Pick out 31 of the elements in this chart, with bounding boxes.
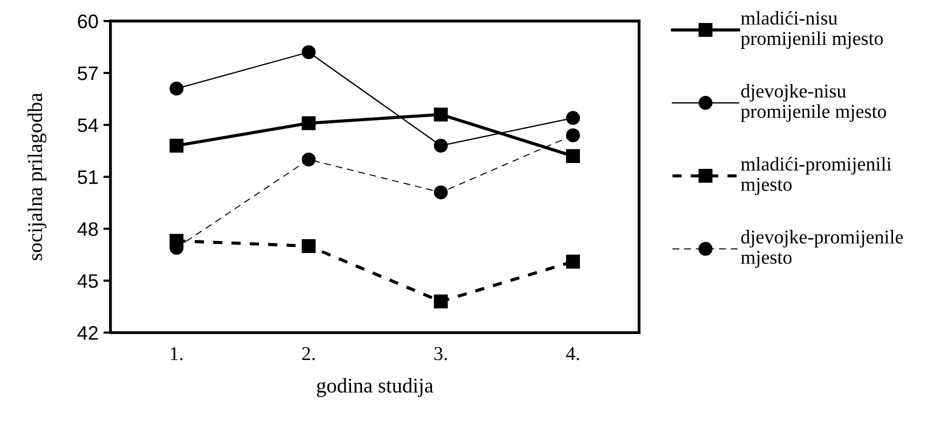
point [566,111,580,125]
y-tick-label: 42 [77,326,98,340]
y-axis-title: socijalna prilagodba [28,92,46,260]
legend-label: djevojke-nisu promijenile mjesto [740,84,886,122]
y-tick-label: 45 [77,274,98,288]
point [302,116,316,130]
point [434,185,448,200]
y-tick-label: 51 [78,170,98,184]
x-tick-label: 1. [170,347,183,360]
point [170,82,184,96]
x-tick-label: 3. [434,347,447,360]
point [302,239,316,253]
point [434,138,448,153]
x-axis-title: godina studija [316,378,434,397]
point [170,138,184,153]
point [302,152,316,166]
legend-label: mladići-promijenili mjesto [740,156,892,195]
point [434,294,448,308]
point [434,108,448,122]
legend-label: mladići-nisu promijenili mjesto [740,10,883,49]
y-tick-label: 54 [78,118,98,132]
x-tick-label: 4. [566,347,580,360]
point [566,128,580,142]
point [566,149,580,163]
y-tick-label: 57 [78,66,98,80]
x-tick-label: 2. [302,347,315,360]
legend-label: djevojke-promijenile mjesto [740,230,903,268]
point [302,45,316,60]
y-tick-label: 60 [78,14,98,28]
point [566,254,580,269]
y-tick-label: 48 [77,222,98,236]
